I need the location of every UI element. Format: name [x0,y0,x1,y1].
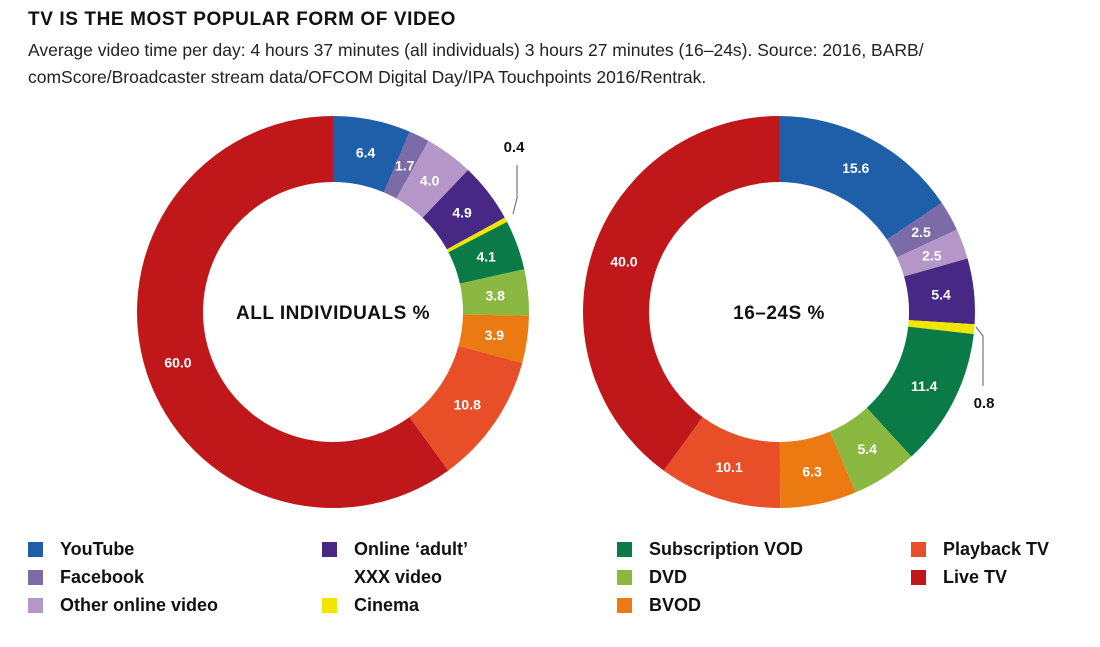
segment-cinema [446,217,508,253]
segment-value-label: 60.0 [164,354,191,370]
donut-center-title: 16–24S % [733,303,825,324]
legend-swatch-icon [28,598,43,613]
segment-value-label: 4.1 [476,248,496,264]
segment-live-tv [583,116,779,471]
segment-value-label: 5.4 [931,287,951,303]
legend-swatch-icon [322,542,337,557]
cinema-value-label: 0.4 [504,139,526,156]
legend-label: Facebook [60,567,145,587]
segment-online-adult-xxx-video [422,169,505,250]
legend-swatch-icon [617,570,632,585]
legend-item: YouTube [28,539,134,560]
cinema-value-label: 0.8 [974,395,995,412]
legend-label: Live TV [943,567,1008,587]
legend-item: Playback TV [911,539,1049,560]
legend-label: Cinema [354,595,420,615]
legend-swatch-icon [617,542,632,557]
segment-value-label: 40.0 [610,254,637,270]
segment-value-label: 10.1 [715,459,742,475]
legend-label: Subscription VOD [649,539,804,559]
segment-subscription-vod [448,221,525,284]
legend-swatch-icon [28,570,43,585]
segment-value-label: 4.0 [420,173,440,189]
segment-youtube [333,116,410,193]
legend-item: DVD [617,567,687,588]
legend-item: Live TV [911,567,1007,588]
segment-bvod [458,314,529,364]
segment-value-label: 4.9 [452,205,472,221]
segment-dvd [829,407,912,493]
legend-swatch-icon [911,542,926,557]
segment-value-label: 6.3 [802,464,822,480]
segment-facebook [886,202,957,258]
legend-item: Facebook [28,567,144,588]
segment-value-label: 10.8 [454,396,481,412]
donut-all-individuals: 6.4 1.7 4.0 4.9 4.1 3.8 3.9 10.8 60.0 0.4 ALL INDI… [136,116,530,509]
segment-other-online-video [896,229,968,277]
legend-swatch-icon [911,570,926,585]
segment-playback-tv [409,345,523,471]
segment-online-adult-xxx-video [904,258,975,325]
donut-center-title: ALL INDIVIDUALS % [236,303,430,324]
legend-label: BVOD [649,595,702,615]
legend-label: XXX video [354,567,443,587]
legend-swatch-icon [617,598,632,613]
segment-value-label: 1.7 [395,158,415,174]
legend-label: Other online video [60,595,219,615]
legend-item: Subscription VOD [617,539,803,560]
segment-live-tv [136,116,449,509]
legend-item: Other online video [28,595,218,616]
chart-title: TV IS THE MOST POPULAR FORM OF VIDEO [28,9,457,30]
segment-facebook [383,131,429,199]
segment-value-label: 3.8 [485,288,505,304]
segment-value-label: 2.5 [922,247,942,263]
segment-youtube [779,116,942,240]
legend-label: Playback TV [943,539,1050,559]
leader-line [512,165,518,215]
legend-item: Online ‘adult’ [322,539,468,560]
segment-subscription-vod [866,326,974,457]
segment-playback-tv [663,417,781,508]
segment-value-label: 3.9 [485,327,505,343]
segment-value-label: 2.5 [911,224,931,240]
segment-dvd [459,269,530,316]
segment-value-label: 5.4 [857,441,877,457]
leader-line [975,326,984,386]
legend-label: DVD [649,567,688,587]
legend-item: XXX video [322,567,442,588]
legend-item: Cinema [322,595,419,616]
legend-label: Online ‘adult’ [354,539,469,559]
segment-value-label: 11.4 [911,378,938,394]
legend-swatch-icon [322,570,337,585]
chart-subtitle: Average video time per day: 4 hours 37 m… [28,40,924,87]
segment-other-online-video [396,140,469,218]
legend-label: YouTube [60,539,135,559]
donut-16-24s: 15.6 2.5 2.5 5.4 11.4 5.4 6.3 10.1 40.0 0.8 16–24S… [583,116,994,508]
segment-value-label: 6.4 [356,144,376,160]
segment-cinema [908,320,975,335]
legend-swatch-icon [322,598,337,613]
segment-bvod [779,431,856,508]
segment-value-label: 15.6 [842,160,869,176]
legend-item: BVOD [617,595,701,616]
legend-swatch-icon [28,542,43,557]
